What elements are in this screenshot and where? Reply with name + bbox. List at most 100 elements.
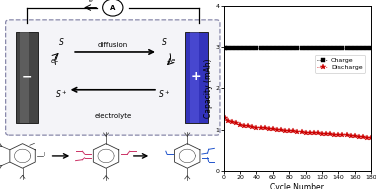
Discharge — [349, 135, 353, 137]
Discharge — [352, 135, 357, 137]
Charge — [267, 47, 271, 49]
Discharge — [324, 133, 328, 135]
Discharge — [246, 125, 250, 128]
Discharge — [369, 137, 373, 139]
Charge — [320, 47, 324, 49]
Text: A: A — [110, 5, 115, 11]
Text: $S^+$: $S^+$ — [158, 89, 171, 100]
Charge — [336, 47, 341, 49]
Charge — [275, 47, 279, 49]
Discharge — [303, 132, 308, 134]
Charge — [238, 47, 243, 49]
Charge — [303, 47, 308, 49]
Discharge — [295, 131, 300, 133]
Text: +: + — [191, 70, 202, 83]
Text: $^-$: $^-$ — [54, 60, 60, 65]
Discharge — [340, 134, 345, 136]
Charge — [254, 47, 259, 49]
FancyBboxPatch shape — [6, 20, 220, 135]
Charge — [250, 47, 255, 49]
Discharge — [271, 128, 275, 130]
Discharge — [287, 130, 291, 132]
Discharge — [308, 132, 312, 134]
Charge — [299, 47, 304, 49]
Text: diffusion: diffusion — [98, 42, 128, 48]
Text: electrolyte: electrolyte — [94, 113, 132, 119]
Discharge — [230, 121, 234, 123]
Charge — [340, 47, 345, 49]
Charge — [349, 47, 353, 49]
Discharge — [328, 133, 332, 135]
Charge — [328, 47, 332, 49]
Discharge — [312, 132, 316, 134]
Charge — [344, 47, 349, 49]
Discharge — [267, 128, 271, 130]
Discharge — [279, 129, 283, 131]
Charge — [291, 47, 296, 49]
Charge — [352, 47, 357, 49]
Line: Discharge: Discharge — [222, 115, 374, 141]
Charge — [230, 47, 234, 49]
Text: e: e — [88, 0, 92, 3]
Discharge — [258, 127, 263, 129]
Charge — [324, 47, 328, 49]
Legend: Charge, Discharge: Charge, Discharge — [315, 55, 365, 73]
Charge — [365, 47, 369, 49]
Bar — [190, 32, 199, 123]
Charge — [356, 47, 361, 49]
Discharge — [262, 127, 267, 130]
Discharge — [332, 134, 337, 136]
Charge — [332, 47, 337, 49]
Discharge — [361, 136, 365, 138]
Discharge — [275, 129, 279, 131]
Charge — [279, 47, 283, 49]
Discharge — [250, 126, 255, 128]
Charge — [246, 47, 250, 49]
Charge — [287, 47, 291, 49]
Charge — [242, 47, 246, 49]
Discharge — [283, 129, 287, 132]
Charge — [271, 47, 275, 49]
Bar — [185, 32, 208, 123]
Bar — [16, 32, 38, 123]
Text: $S^+$: $S^+$ — [55, 89, 67, 100]
Text: $e$: $e$ — [170, 57, 176, 65]
Charge — [262, 47, 267, 49]
Text: −: − — [22, 70, 32, 83]
Charge — [258, 47, 263, 49]
Discharge — [238, 124, 243, 126]
Discharge — [222, 117, 227, 119]
Charge — [308, 47, 312, 49]
Charge — [369, 47, 373, 49]
Text: $^-$: $^-$ — [166, 60, 171, 65]
Bar — [20, 32, 29, 123]
Charge — [295, 47, 300, 49]
Charge — [226, 47, 230, 49]
Text: I: I — [44, 153, 45, 157]
Discharge — [344, 134, 349, 137]
Charge — [312, 47, 316, 49]
Discharge — [320, 133, 324, 135]
Discharge — [242, 124, 246, 127]
Discharge — [356, 136, 361, 138]
Charge — [283, 47, 287, 49]
Discharge — [234, 122, 238, 125]
Discharge — [226, 119, 230, 122]
Discharge — [299, 131, 304, 133]
Line: Charge: Charge — [223, 46, 373, 49]
Discharge — [315, 132, 320, 135]
Charge — [222, 47, 227, 49]
X-axis label: Cycle Number: Cycle Number — [270, 183, 324, 189]
Charge — [234, 47, 238, 49]
Discharge — [336, 134, 341, 136]
Discharge — [291, 130, 296, 132]
Text: $e$: $e$ — [50, 57, 56, 65]
Circle shape — [103, 0, 123, 16]
Discharge — [365, 136, 369, 139]
Y-axis label: Capacity (mAh): Capacity (mAh) — [204, 59, 213, 118]
Text: $S$: $S$ — [58, 36, 64, 47]
Charge — [315, 47, 320, 49]
Discharge — [254, 126, 259, 129]
Text: ⁻: ⁻ — [92, 0, 95, 4]
Charge — [361, 47, 365, 49]
